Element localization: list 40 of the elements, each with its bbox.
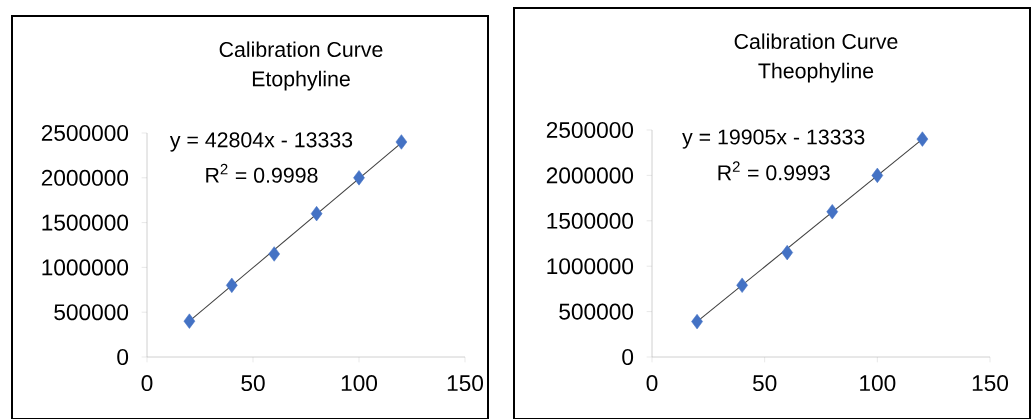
y-tick-label: 500000 (54, 304, 129, 321)
point (353, 170, 365, 186)
x-tick-label: 50 (241, 375, 265, 392)
point (691, 313, 703, 330)
point (268, 246, 280, 262)
y-tick-label: 2500000 (546, 121, 634, 139)
annotation: R$^{2}$ = 0.9998 (206, 163, 318, 183)
point (395, 134, 408, 150)
x-tick-label: 100 (341, 375, 378, 392)
x-tick-label: 0 (141, 375, 153, 392)
x-tick-label: 50 (752, 375, 777, 392)
point (226, 277, 238, 293)
chart-subtitle: Theophyline (758, 62, 874, 83)
point (183, 313, 196, 329)
y-tick-label: 0 (117, 348, 129, 366)
y-tick-label: 1500000 (42, 214, 129, 231)
y-tick-label: 2000000 (41, 169, 129, 186)
y-tick-label: 2500000 (41, 124, 129, 142)
point (916, 131, 929, 147)
point (871, 167, 884, 183)
point (781, 244, 793, 261)
point (310, 206, 323, 222)
x-tick-label: 100 (860, 375, 896, 392)
point (826, 204, 839, 220)
chart-title: Calibration Curve (734, 33, 898, 50)
x-tick-label: 150 (972, 375, 1009, 392)
chart-subtitle: Etophyline (252, 70, 350, 91)
point (736, 277, 748, 293)
y-tick-label: 2000000 (546, 167, 634, 184)
x-tick-label: 0 (646, 375, 658, 392)
y-tick-label: 1500000 (547, 212, 634, 229)
y-tick-label: 500000 (559, 303, 634, 320)
y-tick-label: 1000000 (42, 259, 129, 276)
y-tick-label: 1000000 (547, 258, 634, 275)
annotation: R$^{2}$ = 0.9993 (718, 161, 830, 181)
x-tick-label: 150 (447, 375, 484, 392)
chart-title: Calibration Curve (219, 41, 383, 58)
annotation: y = 42804x - 13333 (169, 132, 353, 152)
y-tick-label: 0 (622, 348, 634, 366)
annotation: y = 19905x - 13333 (682, 129, 865, 149)
